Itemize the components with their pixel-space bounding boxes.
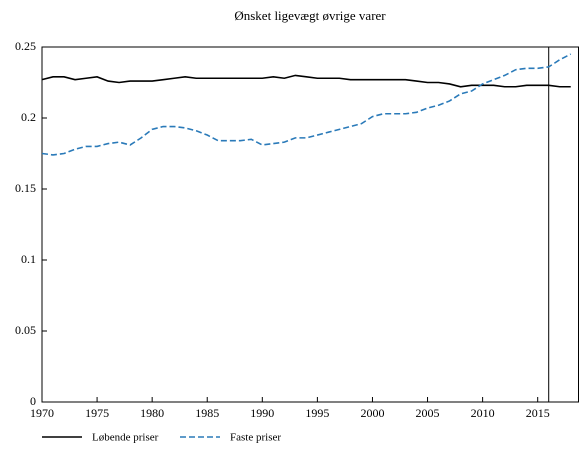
x-tick-label: 2000: [360, 406, 384, 420]
x-tick-label: 1990: [250, 406, 274, 420]
x-tick-label: 2015: [526, 406, 550, 420]
legend-label: Løbende priser: [92, 432, 159, 444]
x-tick-label: 2005: [416, 406, 440, 420]
y-tick-label: 0.2: [21, 110, 36, 124]
y-tick-label: 0.1: [21, 252, 36, 266]
x-tick-label: 1980: [140, 406, 164, 420]
series-line: [41, 53, 572, 156]
chart-title: Ønsket ligevægt øvrige varer: [234, 8, 386, 23]
y-tick-label: 0.15: [15, 181, 36, 195]
y-tick-label: 0: [30, 394, 36, 408]
legend-label: Faste priser: [230, 432, 281, 444]
plot-frame: [41, 46, 579, 403]
x-tick-label: 1975: [85, 406, 109, 420]
y-tick-label: 0.05: [15, 323, 36, 337]
x-tick-label: 2010: [471, 406, 495, 420]
y-tick-label: 0.25: [15, 39, 36, 53]
x-tick-label: 1970: [30, 406, 54, 420]
x-tick-label: 1995: [305, 406, 329, 420]
x-tick-label: 1985: [195, 406, 219, 420]
series-line: [41, 74, 571, 88]
